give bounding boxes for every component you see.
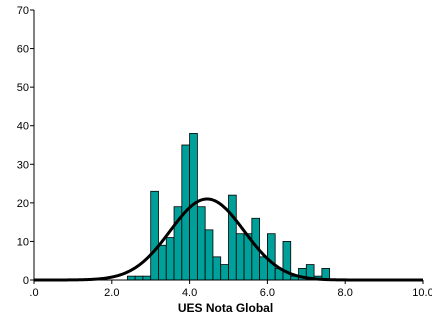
y-tick-label: 40 bbox=[17, 121, 29, 133]
x-tick-label: 10.0 bbox=[412, 287, 432, 299]
y-tick-label: 50 bbox=[17, 82, 29, 94]
x-tick-label: 4.0 bbox=[182, 287, 197, 299]
histogram-bar bbox=[134, 275, 144, 281]
y-tick-label: 70 bbox=[17, 5, 29, 17]
histogram-bar bbox=[126, 275, 136, 281]
histogram-bar bbox=[259, 256, 268, 281]
y-tick-label: 30 bbox=[17, 159, 29, 171]
histogram-bar bbox=[150, 190, 159, 281]
x-tick-label: 6.0 bbox=[260, 287, 275, 299]
histogram-bar bbox=[142, 275, 152, 281]
x-tick-label: 2.0 bbox=[104, 287, 119, 299]
x-axis-title: UES Nota Global bbox=[178, 301, 273, 315]
plot-frame bbox=[33, 10, 423, 281]
y-axis: 0 10 20 30 40 50 60 70 bbox=[17, 5, 34, 287]
histogram-bar bbox=[165, 237, 175, 281]
x-tick-label: .0 bbox=[29, 287, 38, 299]
y-tick-label: 60 bbox=[17, 44, 29, 56]
y-tick-label: 0 bbox=[23, 275, 29, 287]
histogram-bar bbox=[158, 244, 167, 281]
histogram-bar bbox=[212, 256, 222, 281]
histogram-bar bbox=[204, 229, 214, 281]
histogram-bars bbox=[126, 133, 331, 281]
histogram-bar bbox=[235, 233, 245, 281]
x-axis: .0 2.0 4.0 6.0 8.0 10.0 bbox=[29, 280, 432, 299]
histogram-bar bbox=[220, 264, 229, 281]
y-tick-label: 10 bbox=[17, 236, 29, 248]
histogram-bar bbox=[228, 194, 237, 281]
histogram-bar bbox=[266, 233, 276, 281]
histogram-bar bbox=[196, 206, 206, 281]
y-tick-label: 20 bbox=[17, 198, 29, 210]
x-tick-label: 8.0 bbox=[338, 287, 353, 299]
